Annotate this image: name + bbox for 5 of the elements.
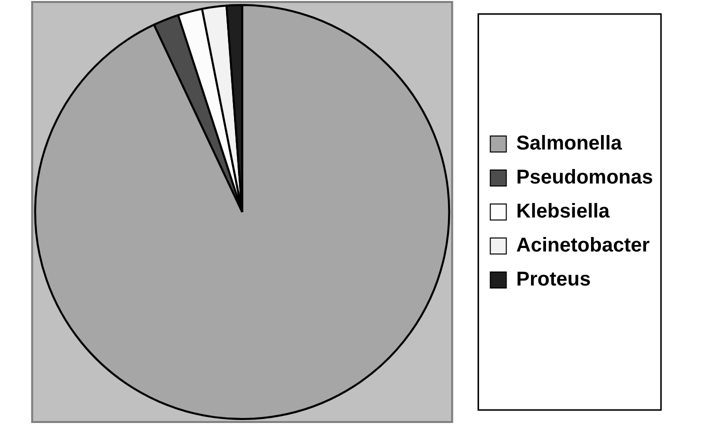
legend-label: Proteus xyxy=(516,268,591,291)
legend-label: Klebsiella xyxy=(516,200,611,223)
legend-label: Acinetobacter xyxy=(516,234,650,257)
legend-label: Pseudomonas xyxy=(516,166,654,189)
legend-label: Salmonella xyxy=(516,132,623,155)
